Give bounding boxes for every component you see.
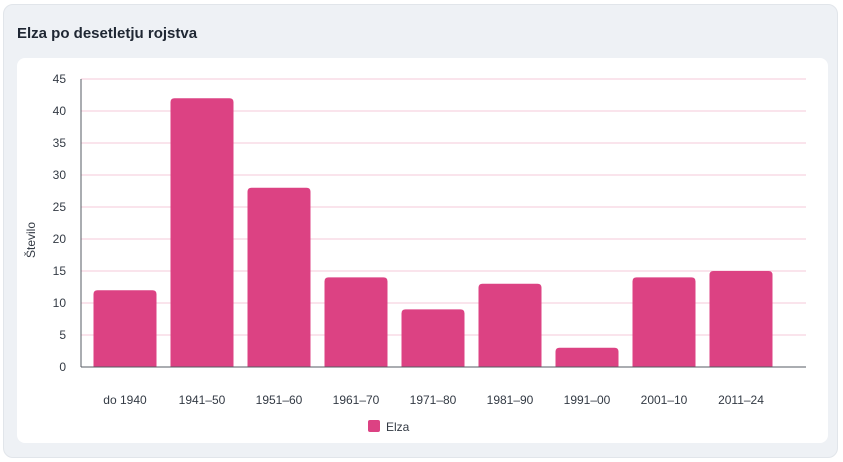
bar-3[interactable] (324, 277, 388, 367)
bar-8[interactable] (709, 271, 773, 367)
y-tick-label-15: 15 (53, 264, 67, 278)
bar-7[interactable] (632, 277, 696, 367)
x-tick-label-2: 1951–60 (256, 393, 303, 407)
bar-0[interactable] (93, 290, 157, 367)
y-axis-label: Število (23, 222, 38, 258)
bar-2[interactable] (247, 187, 311, 367)
y-tick-label-0: 0 (59, 360, 66, 374)
bar-1[interactable] (170, 98, 234, 367)
axes (80, 79, 806, 368)
x-tick-label-4: 1971–80 (410, 393, 457, 407)
bar-4[interactable] (401, 309, 465, 367)
y-tick-labels: 0 5 10 15 20 25 30 35 40 45 (53, 72, 67, 374)
legend-label-elza: Elza (386, 420, 410, 434)
y-tick-label-10: 10 (53, 296, 67, 310)
y-tick-label-35: 35 (53, 136, 67, 150)
bars (93, 98, 773, 367)
x-tick-label-0: do 1940 (103, 393, 147, 407)
x-tick-label-1: 1941–50 (179, 393, 226, 407)
plot-panel (17, 58, 828, 443)
y-tick-label-5: 5 (59, 328, 66, 342)
bar-5[interactable] (478, 283, 542, 367)
x-tick-label-8: 2011–24 (718, 393, 764, 407)
legend[interactable]: Elza (368, 420, 410, 434)
x-tick-label-5: 1981–90 (487, 393, 534, 407)
x-tick-label-7: 2001–10 (641, 393, 688, 407)
bar-6[interactable] (555, 347, 619, 367)
y-tick-label-20: 20 (53, 232, 67, 246)
y-tick-label-45: 45 (53, 72, 67, 86)
x-tick-labels: do 1940 1941–50 1951–60 1961–70 1971–80 1981–… (103, 393, 764, 407)
x-tick-label-6: 1991–00 (564, 393, 611, 407)
y-tick-label-30: 30 (53, 168, 67, 182)
chart-card: Elza po desetletju rojstva (3, 4, 838, 458)
card-title: Elza po desetletju rojstva (17, 25, 198, 42)
x-tick-label-3: 1961–70 (333, 393, 380, 407)
y-tick-label-40: 40 (53, 104, 67, 118)
legend-swatch (368, 420, 380, 432)
y-tick-label-25: 25 (53, 200, 67, 214)
